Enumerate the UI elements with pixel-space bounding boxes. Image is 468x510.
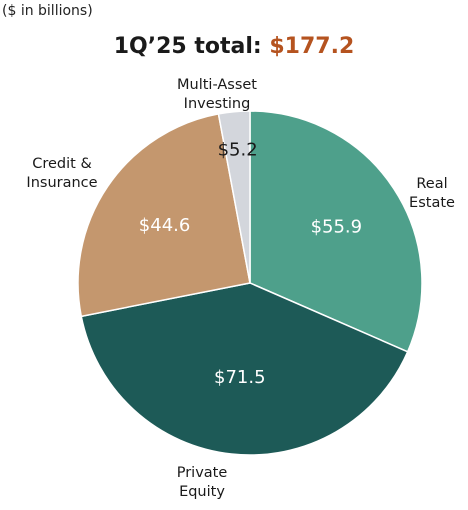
unit-note: ($ in billions)	[2, 3, 93, 19]
pie-slice-3	[77, 113, 251, 318]
chart-title-total: $177.2	[269, 34, 355, 59]
pie-slice-4	[217, 110, 251, 284]
value-label-3: $44.6	[139, 215, 191, 236]
category-label-2: Private Equity	[177, 465, 228, 500]
value-label-1: $55.9	[311, 216, 363, 237]
value-label-4: $5.2	[218, 139, 258, 160]
category-label-3: Credit & Insurance	[26, 156, 97, 191]
pie-slice-2	[80, 282, 409, 456]
value-label-2: $71.5	[214, 367, 266, 388]
chart-title-prefix: 1Q’25 total:	[113, 34, 270, 59]
category-label-4: Multi-Asset Investing	[177, 77, 257, 112]
category-label-1: Real Estate	[409, 176, 455, 211]
pie-slice-1	[249, 110, 423, 353]
chart-title: 1Q’25 total: $177.2	[0, 34, 468, 59]
